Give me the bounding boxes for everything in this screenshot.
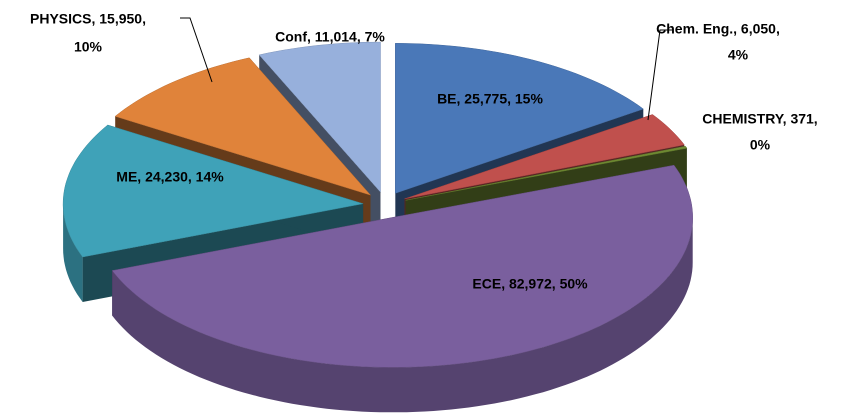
data-label: 4% bbox=[728, 47, 749, 63]
data-label: 10% bbox=[74, 39, 103, 55]
data-label: BE, 25,775, 15% bbox=[437, 91, 543, 107]
data-label: CHEMISTRY, 371, bbox=[702, 111, 817, 127]
data-label: ME, 24,230, 14% bbox=[116, 169, 224, 185]
slice-top bbox=[404, 114, 685, 200]
slice-wall bbox=[63, 203, 83, 302]
data-label: Chem. Eng., 6,050, bbox=[656, 21, 780, 37]
slice bbox=[111, 164, 693, 413]
data-label: 0% bbox=[750, 137, 771, 153]
data-label: Conf, 11,014, 7% bbox=[275, 29, 385, 45]
slice-top bbox=[405, 145, 688, 201]
slice-top bbox=[62, 124, 364, 258]
slice-top bbox=[395, 43, 644, 194]
slice-wall bbox=[112, 217, 693, 413]
data-label: PHYSICS, 15,950, bbox=[30, 11, 146, 27]
labels: BE, 25,775, 15% Chem. Eng., 6,050, 4% CHEMI… bbox=[30, 11, 818, 292]
slice-top bbox=[258, 41, 381, 193]
slice-top bbox=[111, 164, 693, 368]
pie bbox=[62, 41, 693, 413]
data-label: ECE, 82,972, 50% bbox=[472, 276, 588, 292]
leader-line bbox=[180, 17, 213, 83]
leader-line bbox=[647, 29, 672, 121]
slice-top bbox=[114, 57, 372, 196]
